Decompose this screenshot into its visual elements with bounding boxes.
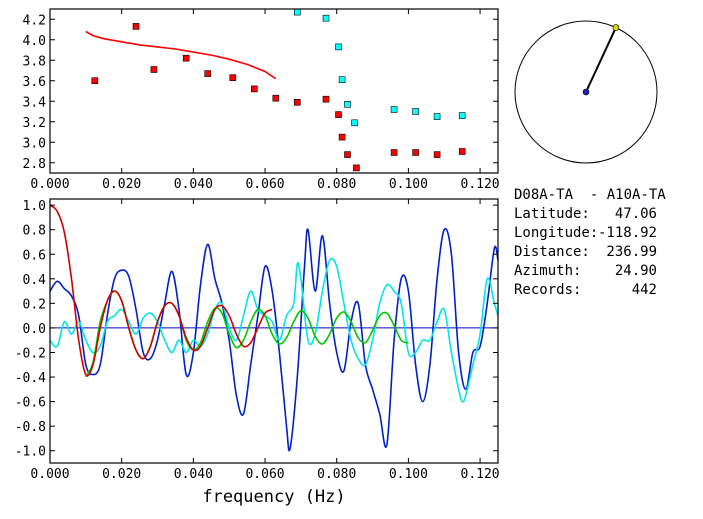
top-x-tick-label-2: 0.040 — [174, 177, 213, 192]
x-axis-label: frequency (Hz) — [202, 487, 345, 507]
bottom-x-tick-label-6: 0.120 — [461, 467, 500, 482]
dispersion-point-1-11 — [338, 133, 346, 141]
station-center-dot — [582, 88, 590, 96]
bottom-y-tick-label-6: -0.2 — [15, 346, 46, 361]
dispersion-point-1-2 — [150, 66, 158, 73]
bottom-y-tick-label-5: 0.0 — [23, 322, 46, 337]
station-pair-title: D08A-TA - A10A-TA — [514, 187, 666, 203]
top-y-tick-label-7: 4.2 — [23, 13, 46, 28]
dispersion-point-1-0 — [91, 77, 99, 84]
top-y-tick-label-3: 3.4 — [23, 95, 47, 110]
bottom-y-tick-label-3: 0.4 — [23, 273, 47, 288]
dispersion-curve-0 — [85, 30, 277, 80]
info-label-0: Latitude: — [514, 206, 590, 222]
correlation-plot-frame — [49, 198, 499, 464]
dispersion-point-1-3 — [182, 54, 190, 62]
info-value-1: -118.92 — [598, 225, 657, 241]
dispersion-point-1-4 — [204, 70, 211, 77]
dispersion-point-2-7 — [412, 108, 419, 115]
top-x-tick-label-6: 0.120 — [461, 177, 500, 192]
bottom-y-tick-label-10: -1.0 — [15, 445, 46, 460]
bottom-y-tick-label-7: -0.4 — [15, 371, 46, 386]
top-y-tick-label-4: 3.6 — [23, 75, 46, 90]
info-value-4: 442 — [632, 282, 657, 298]
dispersion-point-1-8 — [293, 99, 301, 106]
dispersion-panel: 0.000 0.020 0.040 0.060 0.080 0.100 0.120 2.8 3.… — [23, 8, 500, 192]
dispersion-point-2-0 — [293, 8, 301, 16]
station-info: D08A-TA - A10A-TA Latitude: 47.06 Longitud… — [514, 187, 666, 298]
top-y-tick-label-1: 3.0 — [23, 136, 46, 151]
dispersion-point-1-9 — [322, 95, 330, 103]
top-y-tick-label-0: 2.8 — [23, 157, 46, 172]
azimuth-compass — [514, 20, 658, 164]
bottom-x-tick-label-0: 0.000 — [30, 467, 69, 482]
dispersion-point-1-17 — [458, 148, 466, 155]
dispersion-point-2-6 — [390, 106, 398, 113]
dispersion-point-1-14 — [390, 149, 398, 156]
dispersion-point-1-12 — [344, 151, 351, 158]
top-x-tick-label-1: 0.020 — [102, 177, 141, 192]
top-y-tick-label-2: 3.2 — [23, 116, 46, 131]
bottom-y-tick-label-4: 0.2 — [23, 297, 46, 312]
dispersion-point-1-6 — [251, 85, 258, 93]
dispersion-point-2-3 — [338, 76, 346, 83]
dispersion-point-2-4 — [344, 101, 351, 108]
dispersion-point-1-10 — [335, 111, 342, 118]
bottom-y-tick-label-8: -0.6 — [15, 396, 46, 411]
dispersion-point-1-16 — [433, 151, 441, 158]
correlation-panel: 0.000 0.020 0.040 0.060 0.080 0.100 0.120 1.0 0.… — [15, 198, 500, 507]
bottom-x-tick-label-1: 0.020 — [102, 467, 141, 482]
info-value-0: 47.06 — [615, 206, 657, 222]
bottom-y-tick-label-1: 0.8 — [23, 224, 46, 239]
dispersion-ticks: 0.000 0.020 0.040 0.060 0.080 0.100 0.120 2.8 3.… — [23, 9, 500, 192]
correlation-ticks: 0.000 0.020 0.040 0.060 0.080 0.100 0.120 1.0 0.… — [15, 199, 500, 482]
dispersion-series — [85, 8, 466, 172]
azimuth-needle — [585, 27, 617, 93]
top-y-tick-label-5: 3.8 — [23, 54, 46, 69]
correlation-curve-1 — [49, 257, 499, 403]
bottom-x-tick-label-5: 0.100 — [389, 467, 428, 482]
top-x-tick-label-4: 0.080 — [317, 177, 356, 192]
correlation-curve-0 — [49, 227, 499, 452]
info-value-3: 24.90 — [615, 263, 657, 279]
info-label-4: Records: — [514, 282, 581, 298]
top-y-tick-label-6: 4.0 — [23, 34, 46, 49]
correlation-series — [49, 204, 499, 452]
bottom-y-tick-label-2: 0.6 — [23, 248, 46, 263]
dispersion-point-2-1 — [322, 14, 330, 22]
dispersion-point-1-15 — [412, 149, 419, 156]
info-label-3: Azimuth: — [514, 263, 581, 279]
dispersion-point-2-2 — [335, 43, 342, 51]
bottom-x-tick-label-2: 0.040 — [174, 467, 213, 482]
top-x-tick-label-5: 0.100 — [389, 177, 428, 192]
bottom-y-tick-label-9: -0.8 — [15, 420, 46, 435]
dispersion-point-1-1 — [132, 23, 140, 30]
top-x-tick-label-3: 0.060 — [245, 177, 284, 192]
correlation-curve-3 — [49, 204, 273, 377]
bottom-y-tick-label-0: 1.0 — [23, 199, 46, 214]
dispersion-point-1-5 — [229, 74, 237, 81]
dispersion-point-2-5 — [351, 119, 358, 127]
bottom-x-tick-label-4: 0.080 — [317, 467, 356, 482]
dispersion-point-1-13 — [353, 164, 360, 172]
info-label-2: Distance: — [514, 244, 590, 260]
dispersion-point-2-9 — [458, 112, 466, 119]
dispersion-point-1-7 — [272, 94, 280, 102]
dispersion-plot-frame — [49, 8, 499, 174]
bottom-x-tick-label-3: 0.060 — [245, 467, 284, 482]
top-x-tick-label-0: 0.000 — [30, 177, 69, 192]
compass-circle — [514, 20, 658, 164]
info-label-1: Longitude: — [514, 225, 598, 241]
dispersion-point-2-8 — [433, 113, 441, 120]
station-direction-dot — [612, 24, 620, 31]
info-value-2: 236.99 — [606, 244, 657, 260]
